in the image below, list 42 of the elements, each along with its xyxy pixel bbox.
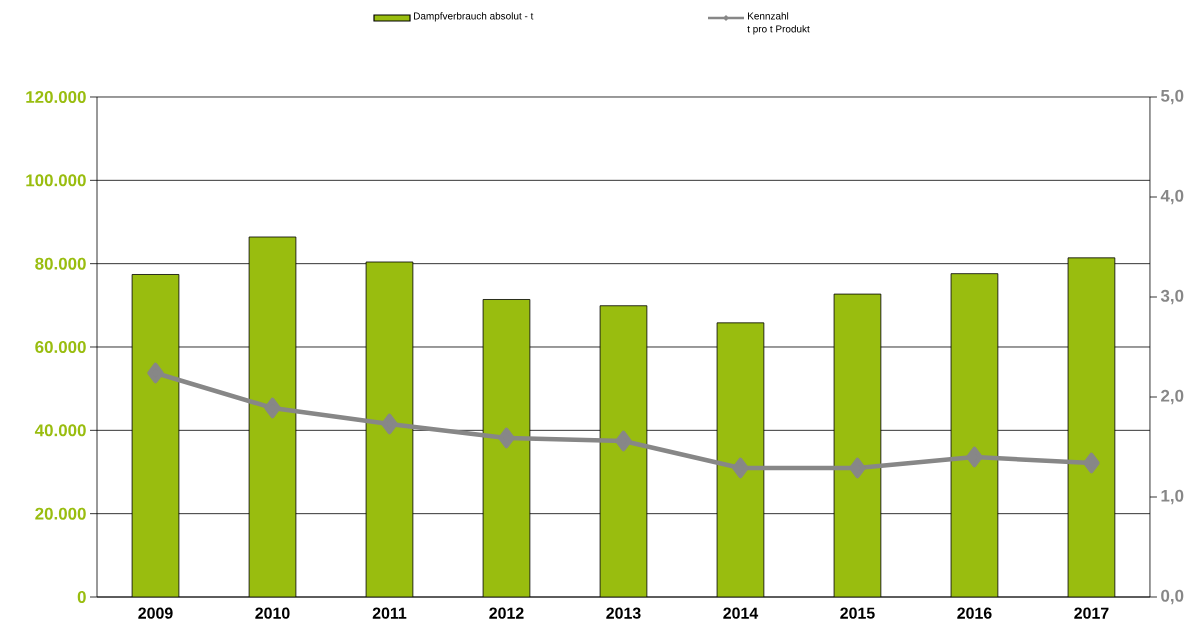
y-tick-label: 100.000 <box>26 174 86 187</box>
x-tick-label: 2013 <box>606 607 641 619</box>
point <box>381 413 398 435</box>
x-tick-label: 2016 <box>957 607 992 619</box>
y2-tick-label: 5,0 <box>1160 89 1184 105</box>
y-tick-label: 80.000 <box>35 257 86 270</box>
point <box>498 427 515 449</box>
bar <box>716 322 765 597</box>
legend-label: Dampfverbrauch absolut - t <box>414 12 534 22</box>
point <box>732 457 749 479</box>
x-tick-label: 2010 <box>255 607 290 619</box>
point <box>615 430 632 452</box>
x-tick-label: 2009 <box>138 607 173 619</box>
y2-tick-label: 4,0 <box>1160 189 1184 205</box>
point <box>966 446 983 468</box>
bar <box>131 274 180 597</box>
point <box>1083 452 1100 474</box>
y-tick-label: 40.000 <box>34 424 86 437</box>
bar <box>950 273 999 597</box>
x-tick-label: 2011 <box>372 607 407 619</box>
x-tick-label: 2017 <box>1074 607 1109 619</box>
x-tick-label: 2014 <box>723 607 759 619</box>
y2-tick-label: 0,0 <box>1161 589 1184 605</box>
y-tick-label: 0 <box>77 591 86 603</box>
point <box>849 457 866 479</box>
bar <box>599 305 648 597</box>
bar <box>365 261 414 597</box>
x-tick-label: 2012 <box>489 607 524 619</box>
y-tick-label: 60.000 <box>35 341 86 353</box>
bar <box>833 293 882 597</box>
y2-tick-label: 2,0 <box>1161 389 1184 405</box>
point <box>147 362 164 384</box>
x-tick-label: 2015 <box>840 607 875 619</box>
y-tick-label: 20.000 <box>35 507 86 520</box>
bar <box>482 299 531 597</box>
y-tick-label: 120.000 <box>26 91 86 103</box>
bar <box>1067 257 1116 597</box>
y2-tick-label: 1,0 <box>1161 489 1184 505</box>
point <box>264 397 281 419</box>
y2-tick-label: 3,0 <box>1160 289 1184 305</box>
legend-label: Kennzahl t pro t Produkt <box>747 12 810 35</box>
bar <box>248 236 297 597</box>
